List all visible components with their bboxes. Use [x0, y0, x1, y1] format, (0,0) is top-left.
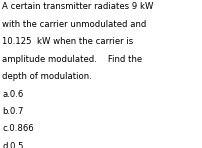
- Text: amplitude modulated.    Find the: amplitude modulated. Find the: [2, 55, 143, 64]
- Text: 10.125  kW when the carrier is: 10.125 kW when the carrier is: [2, 37, 134, 46]
- Text: A certain transmitter radiates 9 kW: A certain transmitter radiates 9 kW: [2, 2, 154, 11]
- Text: b.0.7: b.0.7: [2, 107, 24, 116]
- Text: d.0.5: d.0.5: [2, 142, 24, 148]
- Text: with the carrier unmodulated and: with the carrier unmodulated and: [2, 20, 147, 29]
- Text: depth of modulation.: depth of modulation.: [2, 72, 92, 81]
- Text: a.0.6: a.0.6: [2, 90, 24, 99]
- Text: c.0.866: c.0.866: [2, 124, 34, 133]
